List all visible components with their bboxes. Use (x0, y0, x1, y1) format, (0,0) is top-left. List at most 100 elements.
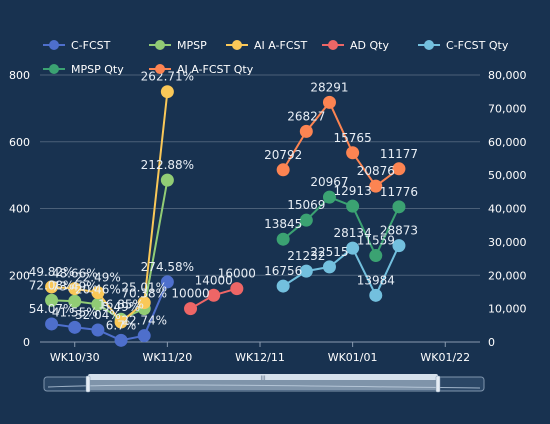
data-label: 11776 (380, 185, 418, 199)
data-point (91, 286, 105, 300)
data-label: 49.82% (29, 265, 75, 279)
data-point (184, 302, 198, 316)
data-point (369, 288, 383, 302)
data-label: 21232 (287, 249, 325, 263)
data-label: 13845 (264, 217, 302, 231)
right-axis-tick-label: 10,000 (488, 303, 527, 316)
x-axis-tick-label: WK12/11 (235, 351, 285, 364)
data-point (299, 213, 313, 227)
data-point (91, 323, 105, 337)
x-axis-tick-label: WK01/01 (328, 351, 378, 364)
data-point (160, 85, 174, 99)
data-point (160, 173, 174, 187)
data-label: 26827 (287, 109, 325, 123)
data-point (137, 329, 151, 343)
data-point (346, 146, 360, 160)
data-label: 41.55% (52, 305, 98, 319)
data-label: 28134 (334, 226, 372, 240)
data-label: 16756 (264, 264, 302, 278)
data-label: 20.46% (75, 282, 121, 296)
axis-layer: 0 200 400 600 800 0 10,000 20,000 30,000 40,000 50… (9, 69, 527, 364)
data-zoom-move-handle[interactable] (88, 374, 438, 380)
left-axis-tick-label: 800 (9, 69, 30, 82)
x-axis-tick-label: WK10/30 (50, 351, 100, 364)
data-point (322, 260, 336, 274)
grid-layer (40, 74, 480, 343)
series-layer (45, 85, 406, 347)
legend-marker (328, 40, 338, 50)
right-axis-tick-label: 60,000 (488, 136, 527, 149)
data-point (68, 282, 82, 296)
legend-marker (155, 40, 165, 50)
data-point (68, 294, 82, 308)
data-label: 5.49% (102, 300, 140, 314)
data-label: 11559 (357, 234, 395, 248)
legend-item: C-FCST (43, 39, 111, 52)
data-point (114, 315, 128, 329)
data-label: 20967 (310, 175, 348, 189)
legend-label: MPSP (177, 39, 207, 52)
legend-item: MPSP (149, 39, 207, 52)
left-axis-tick-label: 0 (23, 336, 30, 349)
data-zoom-grip-icon: III (260, 375, 266, 382)
data-zoom-right-handle[interactable] (435, 375, 441, 393)
left-axis-tick-label: 600 (9, 136, 30, 149)
data-label: 32.04% (75, 308, 121, 322)
data-label: 22.49% (75, 271, 121, 285)
data-label: 22515 (310, 245, 348, 259)
data-point (137, 296, 151, 310)
right-axis-tick-label: 0 (488, 336, 495, 349)
data-label: 16000 (218, 267, 256, 281)
data-point (160, 275, 174, 289)
data-label: 15765 (334, 131, 372, 145)
legend-label: AI A-FCST (254, 39, 308, 52)
data-point (299, 264, 313, 278)
data-point (45, 317, 59, 331)
legend-item: AD Qty (322, 39, 389, 52)
data-point (276, 163, 290, 177)
data-point (276, 232, 290, 246)
data-label: 212.88% (141, 158, 194, 172)
data-label: 22.74% (121, 314, 167, 328)
data-label: 54.07% (29, 302, 75, 316)
legend-marker (232, 40, 242, 50)
data-label: 12913 (334, 184, 372, 198)
right-axis-tick-label: 80,000 (488, 69, 527, 82)
data-label: 28291 (310, 80, 348, 94)
right-axis-tick-label: 30,000 (488, 236, 527, 249)
legend: C-FCST MPSP AI A-FCST AD Qty C-FCST Qty MPSP … (43, 39, 509, 76)
legend-label: AD Qty (350, 39, 389, 52)
data-point (230, 282, 244, 296)
data-point (114, 333, 128, 347)
data-point (207, 288, 221, 302)
data-point (369, 179, 383, 193)
data-zoom-selected-range (88, 378, 438, 390)
legend-label: AI A-FCST Qty (177, 63, 254, 76)
legend-item: C-FCST Qty (418, 39, 509, 52)
right-axis-tick-label: 40,000 (488, 203, 527, 216)
legend-label: C-FCST Qty (446, 39, 509, 52)
data-point (346, 199, 360, 213)
data-label: 11177 (380, 147, 418, 161)
data-label: 6.7% (106, 318, 137, 332)
data-label: 73.49% (52, 279, 98, 293)
data-point (369, 249, 383, 263)
data-zoom-left-handle[interactable] (85, 375, 91, 393)
data-point (322, 190, 336, 204)
right-axis-tick-label: 20,000 (488, 269, 527, 282)
data-label-layer: 54.07%41.55%32.04%6.7%22.74% 274.58% 72.08… (29, 70, 418, 333)
data-point (68, 320, 82, 334)
legend-marker (49, 40, 59, 50)
data-label: 13984 (357, 273, 395, 287)
data-zoom-slider[interactable]: III (43, 374, 485, 393)
data-label: 262.71% (141, 70, 194, 84)
x-axis-tick-label: WK11/20 (142, 351, 192, 364)
data-label: 25.01% (121, 281, 167, 295)
data-label: 20792 (264, 148, 302, 162)
data-point (392, 162, 406, 176)
data-label: 15069 (287, 198, 325, 212)
data-label: 274.58% (141, 260, 194, 274)
legend-marker (155, 64, 165, 74)
